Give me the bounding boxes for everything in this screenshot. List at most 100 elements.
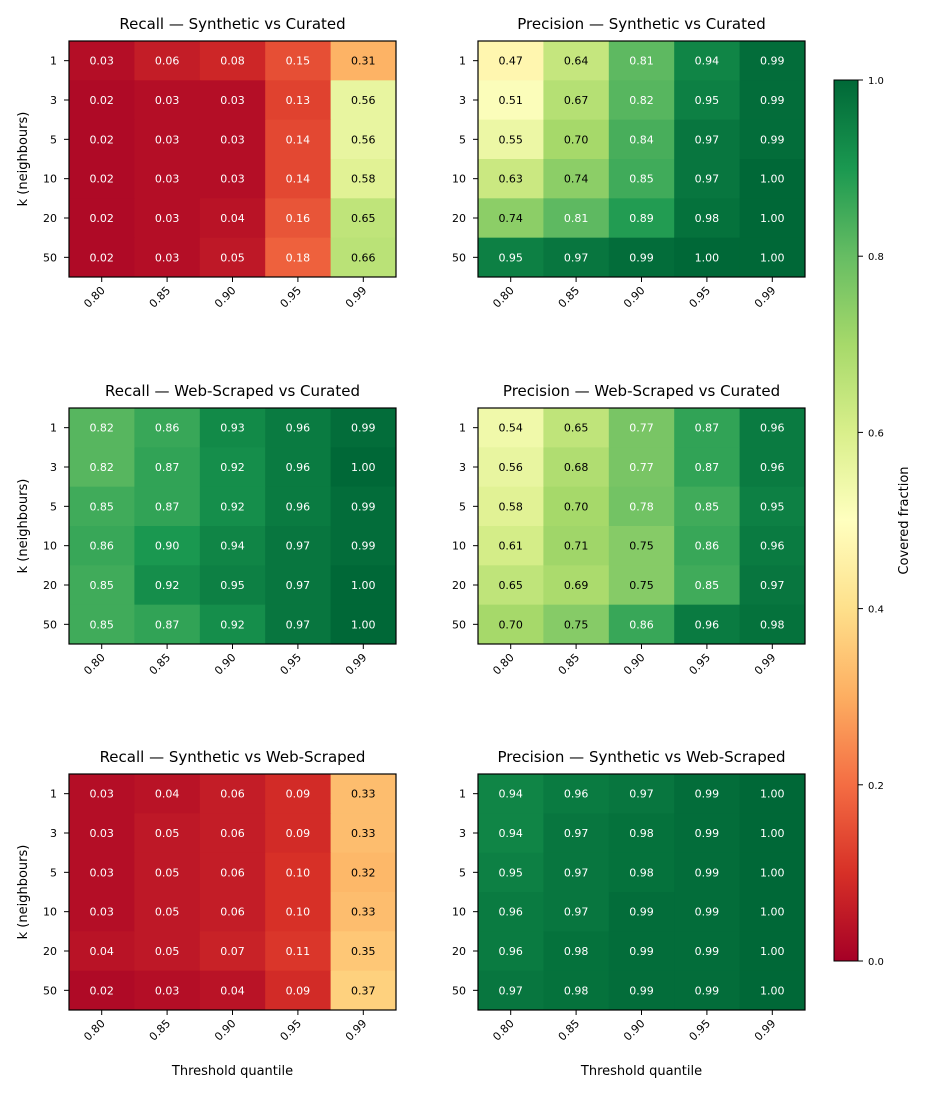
heatmap-cell: [478, 159, 544, 199]
heatmap-cell: [265, 237, 332, 278]
heatmap-cell: [608, 526, 675, 566]
heatmap-cell: [739, 604, 806, 645]
cell-value-label: 0.31: [351, 55, 376, 68]
y-tick-label: 20: [452, 579, 466, 592]
heatmap-cell: [265, 159, 332, 199]
heatmap-cell: [608, 852, 675, 893]
colorbar-label: Covered fraction: [897, 466, 912, 574]
x-tick-label: 0.95: [687, 651, 714, 678]
heatmap-cell: [199, 408, 266, 448]
cell-value-label: 0.94: [695, 55, 720, 68]
cell-value-label: 0.99: [629, 251, 654, 264]
colorbar-tick-label: 0.6: [868, 428, 884, 439]
cell-value-label: 1.00: [760, 827, 785, 840]
heatmap-cell: [199, 447, 266, 488]
heatmap-cell: [265, 852, 332, 893]
cell-value-label: 0.04: [220, 212, 245, 225]
y-tick-label: 50: [452, 251, 466, 264]
cell-value-label: 0.66: [351, 251, 376, 264]
cell-value-label: 0.86: [629, 618, 654, 631]
heatmap-panel: 0.82 0.86 0.93 0.96 0.99 0.82 0.87 0.92 0.96 1.00…: [16, 382, 397, 677]
y-tick-label: 3: [459, 94, 466, 107]
cell-value-label: 0.95: [220, 579, 245, 592]
cell-value-label: 1.00: [351, 618, 376, 631]
cell-value-label: 0.03: [155, 212, 180, 225]
x-tick-label: 0.80: [81, 1017, 108, 1044]
cell-value-label: 0.97: [564, 827, 589, 840]
panel-title: Recall — Synthetic vs Web-Scraped: [100, 748, 366, 766]
heatmap-cell: [674, 565, 741, 606]
heatmap-cell: [478, 565, 544, 606]
heatmap-cell: [739, 526, 806, 566]
cell-value-label: 0.08: [220, 55, 245, 68]
cell-value-label: 0.99: [695, 984, 720, 997]
x-tick-label: 0.90: [212, 1017, 239, 1044]
heatmap-cell: [674, 159, 741, 199]
x-tick-label: 0.99: [343, 284, 370, 311]
heatmap-cell: [330, 774, 397, 814]
heatmap-cell: [478, 813, 544, 854]
heatmap-cell: [265, 813, 332, 854]
x-tick-label: 0.85: [147, 651, 174, 678]
heatmap-cell: [330, 41, 397, 81]
colorbar-tick-label: 1.0: [868, 76, 884, 87]
heatmap-cell: [330, 931, 397, 972]
cell-value-label: 0.05: [155, 866, 180, 879]
cell-value-label: 0.97: [286, 579, 311, 592]
heatmap-cell: [330, 486, 397, 527]
cell-value-label: 0.82: [89, 422, 114, 435]
heatmap-cell: [674, 80, 741, 121]
heatmap-cell: [69, 852, 135, 893]
heatmap-cell: [674, 447, 741, 488]
cell-value-label: 0.99: [695, 945, 720, 958]
cell-value-label: 0.65: [564, 422, 589, 435]
cell-value-label: 0.96: [760, 422, 785, 435]
x-tick-label: 0.95: [687, 1017, 714, 1044]
cell-value-label: 0.97: [564, 866, 589, 879]
y-tick-label: 10: [43, 906, 57, 919]
heatmap-cell: [739, 852, 806, 893]
heatmap-cell: [199, 159, 266, 199]
cell-value-label: 0.10: [286, 866, 311, 879]
heatmap-cell: [330, 565, 397, 606]
cell-value-label: 0.77: [629, 461, 654, 474]
cell-value-label: 0.75: [629, 540, 654, 553]
x-tick-label: 0.85: [556, 1017, 583, 1044]
cell-value-label: 0.99: [760, 133, 785, 146]
heatmap-cell: [739, 970, 806, 1011]
cell-value-label: 0.98: [760, 618, 785, 631]
heatmap-cell: [674, 604, 741, 645]
cell-value-label: 0.75: [629, 579, 654, 592]
cell-value-label: 0.97: [629, 788, 654, 801]
cell-value-label: 0.97: [286, 618, 311, 631]
heatmap-cell: [265, 80, 332, 121]
heatmap-cell: [478, 41, 544, 81]
cell-value-label: 0.94: [498, 827, 523, 840]
heatmap-panels: 0.03 0.06 0.08 0.15 0.31 0.02 0.03 0.03 0.13 0.56…: [16, 15, 806, 1079]
cell-value-label: 0.98: [564, 945, 589, 958]
heatmap-cell: [739, 892, 806, 932]
cell-value-label: 0.99: [629, 945, 654, 958]
cell-value-label: 0.14: [286, 173, 311, 186]
cell-value-label: 0.96: [498, 945, 523, 958]
cell-value-label: 0.03: [155, 173, 180, 186]
cell-value-label: 0.03: [155, 251, 180, 264]
cell-value-label: 0.06: [220, 788, 245, 801]
heatmap-cell: [134, 774, 201, 814]
cell-value-label: 0.02: [89, 173, 114, 186]
cell-value-label: 0.84: [629, 133, 654, 146]
heatmap-cell: [608, 119, 675, 160]
heatmap-cell: [478, 774, 544, 814]
heatmap-cell: [134, 931, 201, 972]
y-tick-label: 50: [452, 618, 466, 631]
heatmap-cell: [674, 408, 741, 448]
y-tick-label: 20: [43, 579, 57, 592]
cell-value-label: 0.99: [351, 500, 376, 513]
heatmap-cell: [69, 119, 135, 160]
colorbar-tick-label: 0.2: [868, 781, 884, 792]
heatmap-cell: [739, 565, 806, 606]
heatmap-cell: [330, 159, 397, 199]
y-tick-label: 3: [50, 461, 57, 474]
cell-value-label: 0.85: [89, 618, 114, 631]
cell-value-label: 0.58: [498, 500, 523, 513]
